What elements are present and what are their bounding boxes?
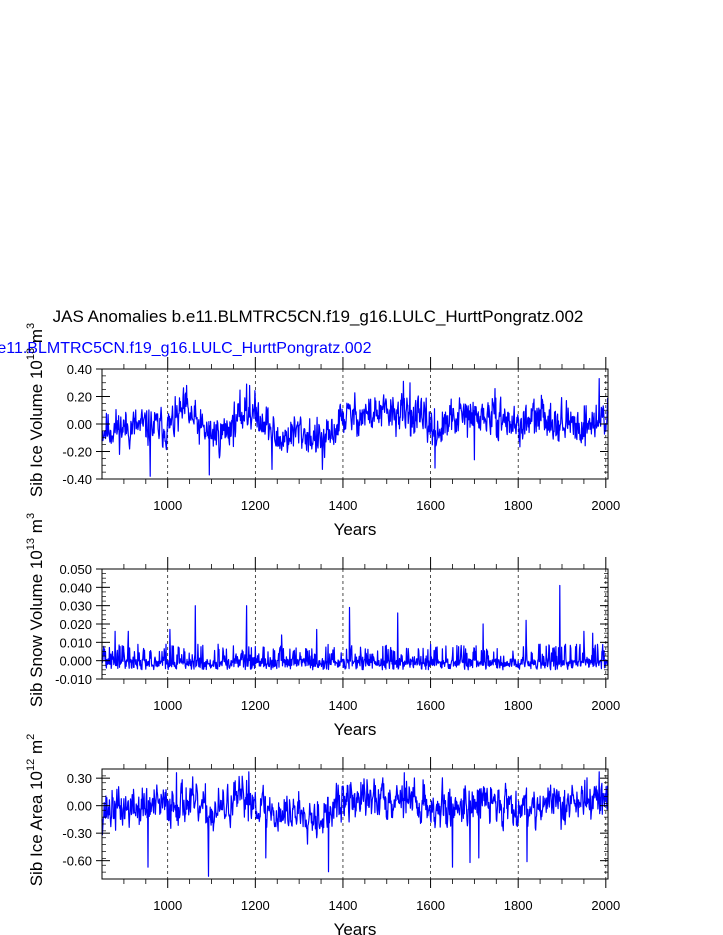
x-tick-label: 1800 — [504, 698, 533, 713]
y-tick-label: -0.30 — [62, 826, 92, 841]
x-tick-label: 1200 — [241, 498, 270, 513]
series-line — [101, 584, 609, 671]
x-axis-label: Years — [334, 920, 377, 935]
x-tick-label: 2000 — [591, 498, 620, 513]
y-tick-label: 0.020 — [59, 617, 92, 632]
x-tick-label: 1600 — [416, 698, 445, 713]
chart-title: JAS Anomalies b.e11.BLMTRC5CN.f19_g16.LU… — [53, 307, 584, 326]
x-tick-label: 1400 — [328, 698, 357, 713]
x-tick-label: 2000 — [591, 898, 620, 913]
y-axis-label: Sib Ice Area 1012 m2 — [25, 734, 46, 887]
x-tick-label: 1400 — [328, 498, 357, 513]
panel-3: 1000 1200 1400 1600 1800 2000 -0.60 -0.30 0.00 0.… — [25, 734, 620, 935]
x-axis-label: Years — [334, 720, 377, 739]
x-tick-label: 1000 — [153, 698, 182, 713]
y-tick-label: 0.20 — [67, 390, 92, 405]
chart-subtitle: b.e11.BLMTRC5CN.f19_g16.LULC_HurttPongra… — [0, 340, 372, 357]
x-tick-label: 1600 — [416, 498, 445, 513]
y-tick-label: 0.050 — [59, 562, 92, 577]
y-tick-label: 0.00 — [67, 799, 92, 814]
panels: 1000 1200 1400 1600 1800 2000 -0.40 -0.20 0.00 0.… — [25, 323, 620, 935]
x-tick-label: 1600 — [416, 898, 445, 913]
y-tick-label: 0.040 — [59, 580, 92, 595]
x-tick-label: 1800 — [504, 898, 533, 913]
y-tick-label: -0.40 — [62, 472, 92, 487]
x-tick-label: 1000 — [153, 898, 182, 913]
y-tick-label: -0.60 — [62, 854, 92, 869]
y-tick-label: 0.30 — [67, 771, 92, 786]
series-line — [101, 378, 609, 477]
y-tick-label: -0.010 — [55, 672, 92, 687]
x-tick-label: 2000 — [591, 698, 620, 713]
y-tick-label: 0.010 — [59, 635, 92, 650]
x-tick-label: 1200 — [241, 898, 270, 913]
x-tick-label: 1000 — [153, 498, 182, 513]
y-tick-label: -0.20 — [62, 445, 92, 460]
x-axis-label: Years — [334, 520, 377, 539]
y-axis-label: Sib Ice Volume 1013 m3 — [25, 323, 46, 497]
y-tick-label: 0.030 — [59, 599, 92, 614]
y-tick-label: 0.00 — [67, 417, 92, 432]
x-tick-label: 1200 — [241, 698, 270, 713]
y-tick-label: 0.40 — [67, 362, 92, 377]
y-axis-label: Sib Snow Volume 1013 m3 — [25, 513, 46, 707]
y-tick-label: 0.000 — [59, 654, 92, 669]
panel-1: 1000 1200 1400 1600 1800 2000 -0.40 -0.20 0.00 0.… — [25, 323, 620, 539]
series-line — [101, 771, 609, 877]
x-tick-label: 1800 — [504, 498, 533, 513]
x-tick-label: 1400 — [328, 898, 357, 913]
panel-2: 1000 1200 1400 1600 1800 2000 -0.010 0.000 0.010… — [25, 513, 620, 739]
